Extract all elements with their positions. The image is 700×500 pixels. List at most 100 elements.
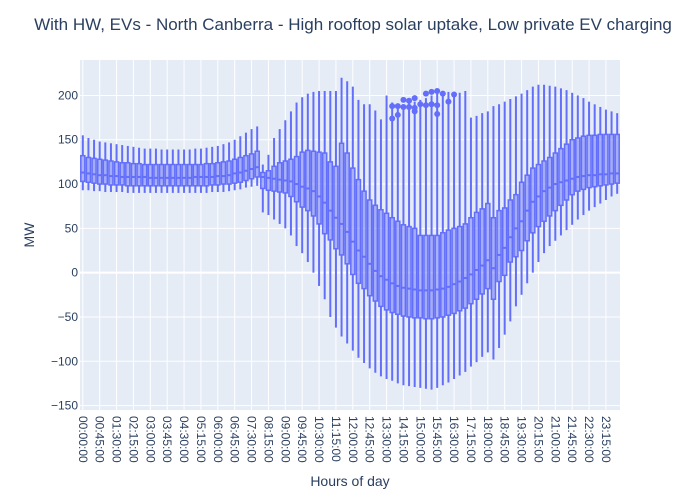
box-iqr xyxy=(119,162,125,186)
box-iqr xyxy=(136,162,142,187)
box-interval xyxy=(507,98,514,322)
box-interval xyxy=(614,113,620,194)
box-interval xyxy=(293,102,300,247)
box-interval xyxy=(400,104,407,386)
box-interval xyxy=(254,126,260,186)
x-tick-label: 04:30:00 xyxy=(177,416,191,463)
box-iqr xyxy=(338,142,345,256)
y-tick-label: 100 xyxy=(58,177,78,191)
box-series xyxy=(80,77,620,390)
box-iqr xyxy=(378,208,384,308)
y-axis-title: MW xyxy=(21,222,37,248)
box-iqr xyxy=(597,133,604,187)
box-interval xyxy=(479,113,485,357)
outlier-point xyxy=(428,88,435,95)
box-interval xyxy=(220,144,227,193)
box-interval xyxy=(423,98,429,389)
box-interval xyxy=(434,93,440,388)
box-iqr xyxy=(175,163,182,187)
outlier-point xyxy=(406,103,413,110)
outlier-point xyxy=(434,111,441,118)
box-iqr xyxy=(513,193,519,258)
y-tick-label: 150 xyxy=(58,133,78,147)
box-interval xyxy=(237,136,244,190)
box-iqr xyxy=(417,234,424,319)
x-tick-label: 23:15:00 xyxy=(599,416,613,463)
x-tick-label: 16:30:00 xyxy=(447,416,461,463)
box-interval xyxy=(580,98,587,216)
box-interval xyxy=(333,91,339,328)
box-interval xyxy=(265,154,272,216)
y-tick-label: 50 xyxy=(65,221,79,235)
box-interval xyxy=(546,85,553,247)
box-interval xyxy=(428,95,435,390)
box-interval xyxy=(473,115,480,363)
box-iqr xyxy=(147,163,154,187)
box-interval xyxy=(209,146,215,193)
box-interval xyxy=(563,90,570,231)
x-tick-label: 02:15:00 xyxy=(126,416,140,463)
box-interval xyxy=(260,164,266,213)
box-interval xyxy=(501,101,508,335)
box-interval xyxy=(569,92,575,225)
box-interval xyxy=(125,145,131,193)
outlier-point xyxy=(422,90,429,97)
box-iqr xyxy=(299,151,305,208)
x-tick-label: 01:30:00 xyxy=(110,416,124,463)
box-interval xyxy=(355,99,362,358)
x-tick-label: 17:15:00 xyxy=(464,416,478,463)
box-interval xyxy=(597,106,604,204)
outlier-point xyxy=(406,97,413,104)
box-interval xyxy=(524,90,530,284)
x-tick-label: 03:45:00 xyxy=(160,416,174,463)
box-interval xyxy=(462,91,469,372)
box-interval xyxy=(102,142,109,193)
box-iqr xyxy=(141,163,148,187)
box-iqr xyxy=(563,143,570,201)
box-interval xyxy=(170,149,176,193)
chart-title: With HW, EVs - North Canberra - High roo… xyxy=(34,15,672,34)
box-interval xyxy=(153,148,159,193)
x-tick-label: 05:15:00 xyxy=(194,416,208,463)
x-tick-label: 06:00:00 xyxy=(211,416,225,463)
x-tick-label: 15:45:00 xyxy=(430,416,444,463)
box-interval xyxy=(276,129,283,224)
box-iqr xyxy=(91,157,97,184)
box-interval xyxy=(468,117,474,367)
box-interval xyxy=(175,149,182,193)
outlier-point xyxy=(434,102,441,109)
box-interval xyxy=(485,111,491,353)
x-tick-label: 09:00:00 xyxy=(278,416,292,463)
box-interval xyxy=(541,84,547,254)
box-interval xyxy=(271,137,277,220)
box-iqr xyxy=(468,216,474,305)
x-tick-label: 21:00:00 xyxy=(548,416,562,463)
box-interval xyxy=(338,77,345,337)
box-interval xyxy=(243,132,249,188)
box-interval xyxy=(282,120,289,229)
box-interval xyxy=(198,148,204,193)
box-iqr xyxy=(389,216,395,314)
x-tick-label: 18:45:00 xyxy=(498,416,512,463)
box-interval xyxy=(411,101,418,387)
y-tick-label: −100 xyxy=(51,354,78,368)
box-iqr xyxy=(496,209,502,283)
outlier-point xyxy=(422,102,429,109)
y-axis-ticks: −150 −100 −50 0 50 100 150 200 xyxy=(51,88,78,412)
outlier-point xyxy=(445,98,452,105)
box-interval xyxy=(141,148,148,193)
box-interval xyxy=(147,148,154,193)
box-iqr xyxy=(558,147,564,207)
box-interval xyxy=(231,139,238,191)
x-tick-label: 18:00:00 xyxy=(481,416,495,463)
box-iqr xyxy=(451,227,457,315)
box-interval xyxy=(372,110,379,373)
outlier-point xyxy=(411,108,418,115)
x-axis-title: Hours of day xyxy=(310,473,389,489)
box-iqr xyxy=(440,232,446,318)
box-iqr xyxy=(586,134,592,189)
box-iqr xyxy=(580,135,587,191)
box-iqr xyxy=(316,151,322,225)
